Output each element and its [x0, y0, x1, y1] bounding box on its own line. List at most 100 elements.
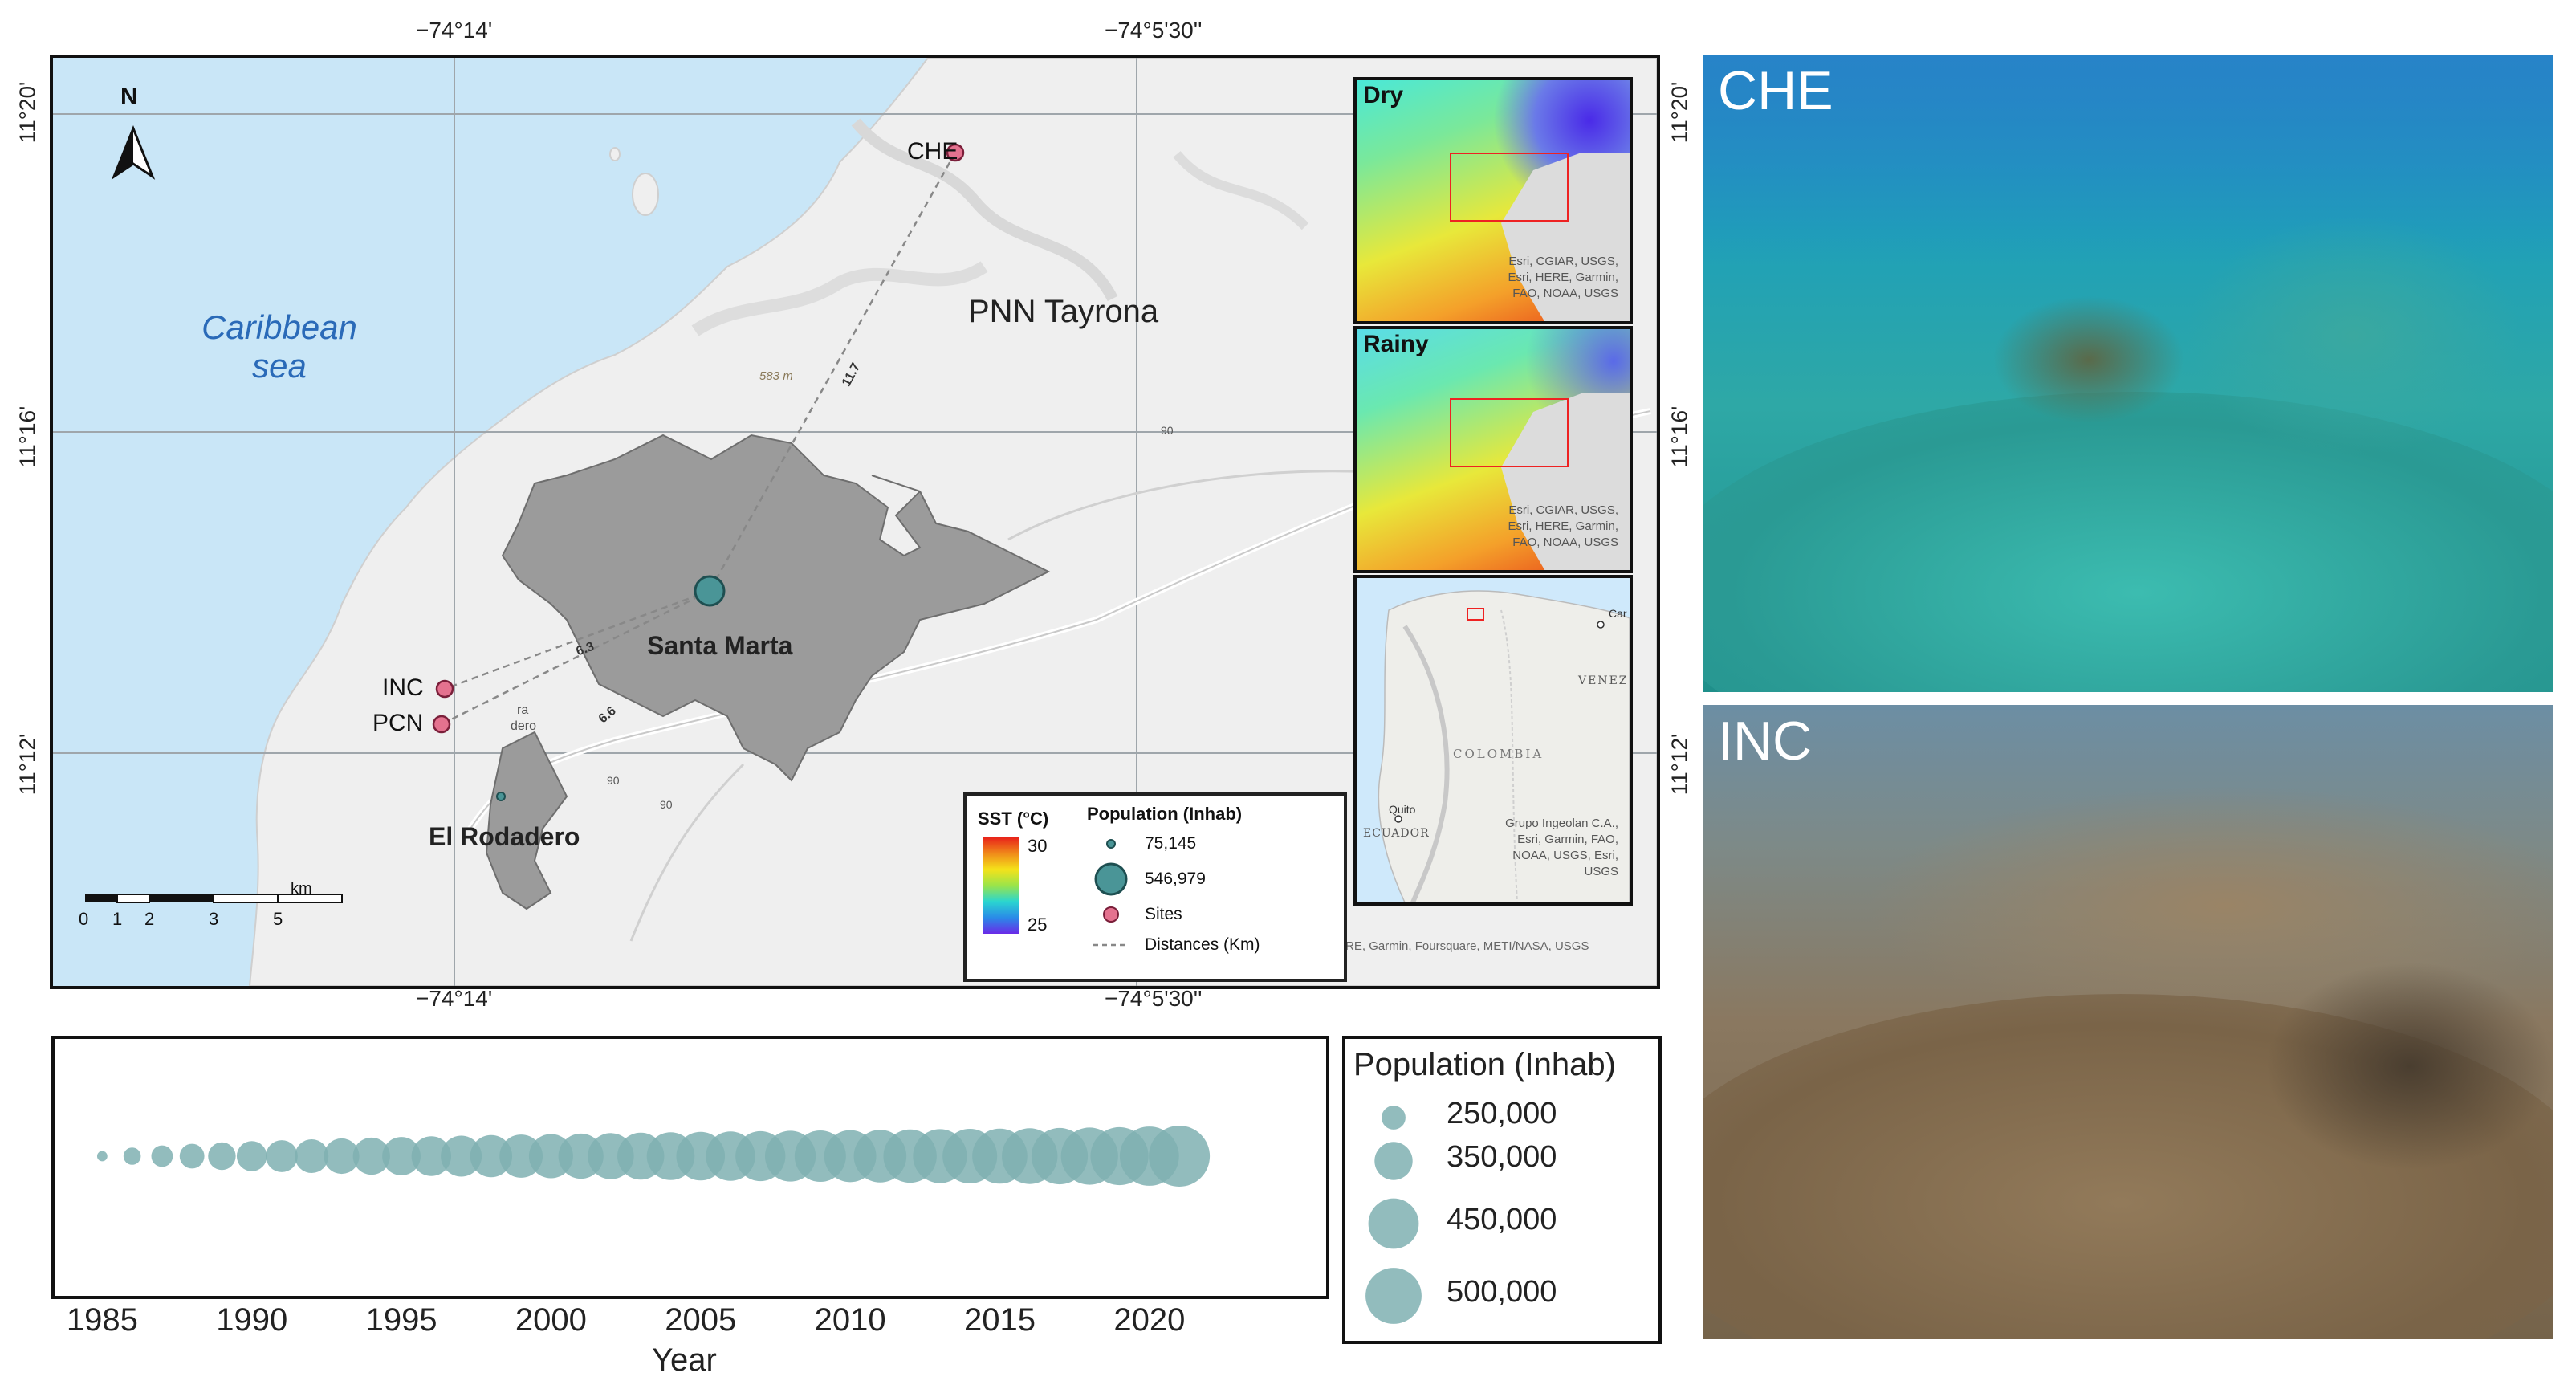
population-bubble-1992 [295, 1139, 329, 1173]
el-rodadero-bubble [496, 792, 506, 801]
overview-label-ecuador: ECUADOR [1363, 827, 1430, 840]
main-map[interactable]: N Caribbean sea PNN Tayrona Santa Marta … [50, 55, 1660, 989]
photo-che-label: CHE [1718, 60, 1833, 121]
lat-label-left-3: 11°12' [14, 733, 40, 796]
pop-legend-title: Population (Inhab) [1087, 804, 1243, 824]
population-bubble-1998 [470, 1134, 513, 1178]
inset-overview-credit-line-1: Grupo Ingeolan C.A., [1505, 817, 1618, 830]
santa-marta-bubble [694, 575, 726, 607]
sea-label: Caribbean sea [191, 308, 368, 385]
inset-dry-credit-line-2: Esri, HERE, Garmin, [1508, 271, 1618, 284]
population-bubble-1987 [151, 1145, 173, 1167]
town-small-label-2: ra [517, 703, 529, 717]
size-legend-label-3: 450,000 [1447, 1203, 1557, 1236]
size-legend-label-4: 500,000 [1447, 1275, 1557, 1309]
site-pcn-marker [432, 715, 451, 734]
site-che-label: CHE [907, 138, 958, 165]
size-legend-circle-1 [1382, 1106, 1406, 1130]
sst-max-label: 30 [1028, 836, 1048, 856]
overview-label-quito: Quito [1389, 803, 1416, 816]
population-bubble-1995 [382, 1137, 421, 1175]
population-bubble-1985 [96, 1151, 108, 1162]
size-legend-circle-4 [1365, 1268, 1422, 1324]
inset-rainy-label: Rainy [1363, 331, 1429, 357]
north-label: N [120, 84, 138, 110]
x-tick-label: 2020 [1113, 1302, 1186, 1338]
population-bubble-1994 [352, 1137, 390, 1175]
inset-dry: Dry Esri, CGIAR, USGS, Esri, HERE, Garmi… [1353, 77, 1633, 324]
inset-dry-credit-line-3: FAO, NOAA, USGS [1512, 287, 1618, 300]
x-tick-label: 2015 [963, 1302, 1036, 1338]
lat-label-right-1: 11°20' [1666, 81, 1692, 144]
population-bubble-1997 [441, 1135, 482, 1177]
park-label: PNN Tayrona [968, 294, 1159, 329]
urban-area [501, 434, 1051, 782]
x-tick-label: 1990 [216, 1302, 288, 1338]
population-bubble-1996 [411, 1136, 452, 1176]
site-pcn-label: PCN [372, 710, 424, 736]
population-bubble-1986 [123, 1147, 141, 1165]
inset-overview-credit-line-3: NOAA, USGS, Esri, [1512, 849, 1618, 862]
lat-label-right-2: 11°16' [1666, 405, 1692, 468]
inset-rainy-credit-line-1: Esri, CGIAR, USGS, [1508, 503, 1618, 517]
inset-overview-credit-line-2: Esri, Garmin, FAO, [1517, 833, 1618, 846]
inset-overview-credit: Grupo Ingeolan C.A., Esri, Garmin, FAO, … [1505, 816, 1618, 880]
inset-dry-credit-line-1: Esri, CGIAR, USGS, [1508, 255, 1618, 268]
overview-label-car: Car [1609, 607, 1627, 620]
photo-inc: INC [1703, 705, 2553, 1339]
overview-label-colombia: COLOMBIA [1453, 747, 1544, 761]
lon-label-top-2: −74°5'30'' [1105, 18, 1203, 43]
inset-overview-credit-line-4: USGS [1584, 865, 1618, 878]
sea-label-line-2: sea [252, 347, 307, 385]
population-bubbles [96, 1126, 1211, 1187]
map-legend: SST (°C) 30 25 Population (Inhab) 75,145… [963, 792, 1347, 982]
distances-legend-label: Distances (Km) [1145, 935, 1260, 954]
population-bubble-1990 [236, 1141, 267, 1171]
pop-small-label: 75,145 [1145, 834, 1197, 853]
scale-tick-5: 5 [273, 909, 283, 929]
sites-legend-label: Sites [1145, 905, 1182, 923]
lat-label-right-3: 11°12' [1666, 733, 1692, 796]
scale-unit: km [291, 880, 312, 898]
city-label: Santa Marta [647, 631, 793, 660]
size-legend-circle-2 [1374, 1142, 1413, 1180]
town-small-label: dero [511, 719, 537, 733]
lon-label-bottom-2: −74°5'30'' [1105, 986, 1203, 1011]
population-bubble-1993 [324, 1138, 360, 1175]
scale-tick-2: 2 [144, 909, 155, 929]
size-legend-symbols [1365, 1106, 1422, 1324]
x-tick-label: 2010 [814, 1302, 886, 1338]
site-che-marker [946, 143, 965, 162]
inset-rainy-credit-line-2: Esri, HERE, Garmin, [1508, 519, 1618, 533]
inset-rainy-extent [1450, 398, 1569, 467]
legend-symbols [1093, 839, 1129, 947]
lon-label-bottom-1: −74°14' [416, 986, 493, 1011]
x-tick-label: 2000 [515, 1302, 587, 1338]
site-inc-label: INC [382, 674, 424, 701]
inset-dry-credit: Esri, CGIAR, USGS, Esri, HERE, Garmin, F… [1508, 254, 1618, 302]
population-bubble-1991 [266, 1140, 298, 1172]
photo-che: CHE [1703, 55, 2553, 692]
population-chart-frame [51, 1036, 1329, 1299]
size-legend-title: Population (Inhab) [1353, 1047, 1616, 1082]
x-tick-label: 1985 [66, 1302, 138, 1338]
inset-dry-extent [1450, 153, 1569, 222]
inset-dry-label: Dry [1363, 82, 1404, 108]
lat-label-left-1: 11°20' [14, 81, 40, 144]
road-label-90: 90 [607, 774, 620, 787]
population-size-legend: Population (Inhab) 250,000 350,000 450,0… [1342, 1036, 1662, 1344]
town-label: El Rodadero [429, 822, 580, 851]
population-bubble-1989 [208, 1142, 236, 1171]
pop-large-label: 546,979 [1145, 870, 1206, 888]
x-tick-label: 2005 [665, 1302, 737, 1338]
distance-line-pcn [441, 589, 710, 726]
scale-tick-1: 1 [112, 909, 123, 929]
lon-label-top-1: −74°14' [416, 18, 493, 43]
scale-tick-3: 3 [209, 909, 219, 929]
road-label-90: 90 [660, 798, 673, 811]
site-inc-marker [435, 679, 454, 699]
x-axis-label: Year [652, 1342, 717, 1378]
overview-label-venez: VENEZ [1578, 674, 1629, 687]
x-tick-label: 1995 [365, 1302, 437, 1338]
size-legend-label-1: 250,000 [1447, 1097, 1557, 1130]
